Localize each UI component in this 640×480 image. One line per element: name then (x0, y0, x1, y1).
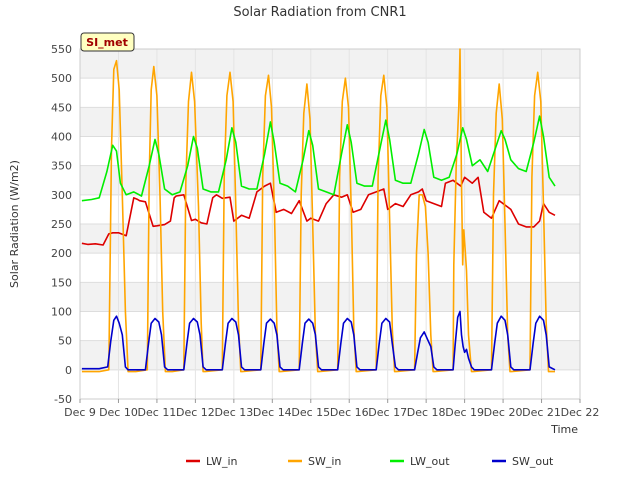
plot-band (80, 107, 580, 137)
plot-band (80, 49, 580, 79)
legend-label: LW_out (410, 455, 450, 468)
y-tick-label: 450 (51, 101, 72, 114)
x-tick-label: Dec 13 (214, 406, 253, 419)
y-tick-label: 400 (51, 131, 72, 144)
y-tick-label: 100 (51, 306, 72, 319)
series-lines (81, 48, 556, 373)
plot-band (80, 282, 580, 312)
legend-label: SW_in (308, 455, 341, 468)
x-tick-label: Dec 17 (368, 406, 407, 419)
series-line-sw-out (81, 310, 556, 371)
y-tick-label: 50 (58, 335, 72, 348)
y-axis-title: Solar Radiation (W/m2) (8, 160, 21, 288)
x-tick-label: Dec 21 (522, 406, 561, 419)
series-line-lw-out (81, 115, 556, 202)
x-tick-label: Dec 22 (561, 406, 600, 419)
plot-band (80, 224, 580, 254)
x-tick-label: Dec 20 (484, 406, 523, 419)
x-tick-label: Dec 14 (253, 406, 292, 419)
x-tick-label: Dec 18 (407, 406, 446, 419)
plot-band (80, 165, 580, 195)
plot-band (80, 340, 580, 370)
legend-label: SW_out (512, 455, 554, 468)
plot-frame (79, 48, 581, 400)
x-axis-ticks: Dec 9 Dec 10 Dec 11 Dec 12 Dec 13 Dec 14 Dec 1… (64, 399, 599, 419)
x-tick-label: Dec 9 (64, 406, 96, 419)
y-tick-label: 200 (51, 247, 72, 260)
y-tick-label: 300 (51, 189, 72, 202)
x-tick-label: Dec 12 (176, 406, 215, 419)
legend: LW_in SW_in LW_out SW_out (186, 455, 554, 468)
x-tick-label: Dec 15 (291, 406, 330, 419)
x-axis-title: Time (550, 423, 578, 436)
y-tick-label: -50 (54, 393, 72, 406)
x-tick-label: Dec 19 (445, 406, 484, 419)
y-tick-label: 550 (51, 43, 72, 56)
series-line-sw-in (81, 48, 555, 373)
legend-label: LW_in (206, 455, 238, 468)
y-axis-ticks: -50 0 50 100 150 200 250 300 350 400 450 500 550 (51, 43, 72, 406)
y-tick-label: 350 (51, 160, 72, 173)
badge-box (80, 32, 135, 52)
station-badge: SI_met (80, 32, 135, 52)
y-tick-label: 0 (65, 364, 72, 377)
series-line-lw-in (81, 176, 556, 246)
x-tick-label: Dec 10 (99, 406, 138, 419)
y-tick-label: 500 (51, 72, 72, 85)
y-tick-label: 150 (51, 276, 72, 289)
x-tick-label: Dec 16 (330, 406, 369, 419)
chart-title: Solar Radiation from CNR1 (233, 5, 406, 20)
x-tick-label: Dec 11 (138, 406, 177, 419)
y-tick-label: 250 (51, 218, 72, 231)
badge-label: SI_met (86, 36, 128, 49)
